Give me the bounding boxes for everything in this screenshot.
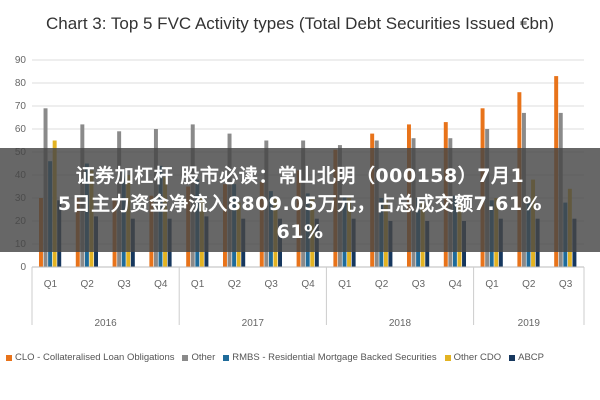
year-label: 2016 (94, 318, 117, 329)
y-tick-label: 60 (15, 124, 27, 135)
y-tick-label: 80 (15, 78, 27, 89)
legend-swatch (182, 354, 189, 361)
x-tick-label: Q3 (559, 279, 573, 290)
chart-title: Chart 3: Top 5 FVC Activity types (Total… (45, 14, 555, 33)
x-tick-label: Q3 (412, 279, 426, 290)
x-tick-label: Q2 (375, 279, 389, 290)
news-overlay-text: 证券加杠杆 股市必读：常山北明（000158）7月1 5日主力资金净流入8809… (0, 162, 600, 246)
legend-item: Other (182, 352, 215, 363)
legend-swatch (223, 354, 230, 361)
year-label: 2017 (242, 318, 265, 329)
legend-label: CLO - Collateralised Loan Obligations (15, 352, 175, 363)
legend-item: CLO - Collateralised Loan Obligations (6, 352, 174, 363)
legend-label: Other (191, 352, 216, 363)
legend-item: Other CDO (444, 352, 502, 363)
y-tick-label: 70 (15, 101, 27, 112)
x-tick-label: Q3 (265, 279, 279, 290)
x-tick-label: Q4 (449, 279, 463, 290)
x-tick-label: Q1 (338, 279, 352, 290)
x-tick-label: Q4 (154, 279, 168, 290)
x-tick-label: Q1 (485, 279, 499, 290)
x-tick-label: Q1 (44, 279, 58, 290)
x-tick-label: Q2 (81, 279, 95, 290)
year-label: 2019 (518, 318, 541, 329)
legend-label: ABCP (518, 352, 544, 363)
chart-legend: CLO - Collateralised Loan Obligations Oth… (6, 352, 596, 363)
legend-swatch (444, 354, 451, 361)
x-tick-label: Q3 (117, 279, 131, 290)
x-tick-label: Q1 (191, 279, 205, 290)
legend-label: Other CDO (453, 352, 502, 363)
overlay-line-2: 5日主力资金净流入8809.05万元，占总成交额7.61% (57, 193, 543, 215)
y-tick-label: 90 (15, 55, 27, 66)
y-tick-label: 0 (20, 262, 26, 273)
legend-item: RMBS - Residential Mortgage Backed Secur… (223, 352, 437, 363)
legend-swatch (6, 354, 12, 361)
x-tick-label: Q2 (522, 279, 536, 290)
overlay-line-3: 61% (276, 221, 324, 243)
news-overlay-banner (0, 148, 600, 252)
overlay-line-1: 证券加杠杆 股市必读：常山北明（000158）7月1 (75, 165, 525, 187)
legend-item: ABCP (509, 352, 544, 363)
x-tick-label: Q2 (228, 279, 242, 290)
year-label: 2018 (389, 318, 412, 329)
legend-label: RMBS - Residential Mortgage Backed Secur… (232, 352, 437, 363)
x-tick-label: Q4 (301, 279, 315, 290)
legend-swatch (509, 354, 516, 361)
x-axis: Q1 Q2 Q3 Q4 Q1 Q2 Q3 Q4 Q1 Q2 Q3 Q4 Q1 Q2 Q3 2016 2017 20… (31, 266, 585, 329)
